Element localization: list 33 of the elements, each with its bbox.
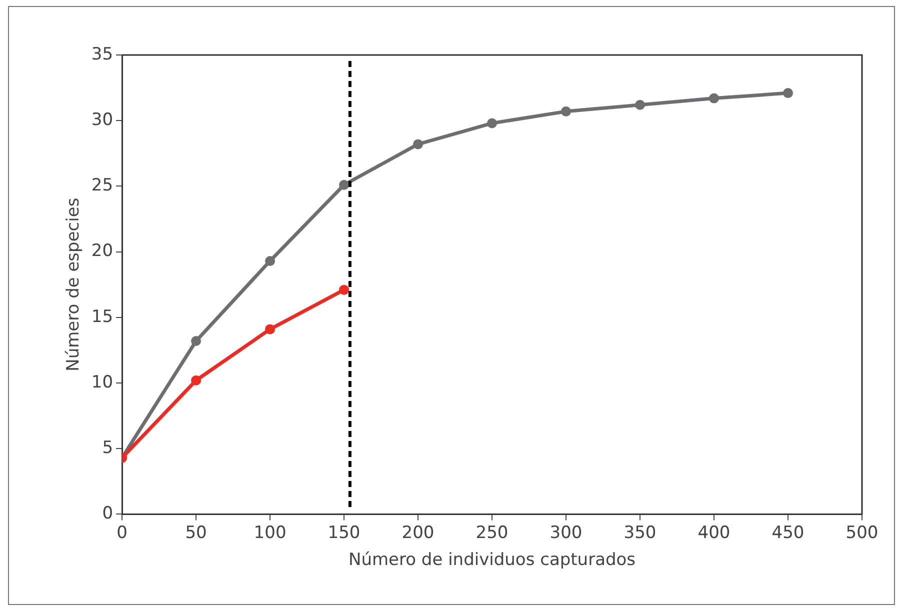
y-tick-label: 10 bbox=[91, 372, 114, 392]
x-tick-label: 250 bbox=[476, 522, 508, 543]
y-axis-title: Número de especies bbox=[64, 198, 84, 372]
x-tick-label: 50 bbox=[185, 522, 207, 543]
point bbox=[339, 284, 350, 295]
y-tick-label: 25 bbox=[91, 176, 114, 196]
point bbox=[191, 336, 202, 346]
y-tick-label: 0 bbox=[102, 504, 114, 524]
point bbox=[191, 375, 202, 386]
x-tick-label: 450 bbox=[772, 522, 804, 543]
x-tick-label: 500 bbox=[846, 522, 878, 543]
x-tick-label: 200 bbox=[402, 522, 434, 543]
x-tick-label: 350 bbox=[624, 522, 656, 543]
x-tick-label: 0 bbox=[116, 522, 128, 543]
y-tick-label: 20 bbox=[91, 241, 114, 262]
y-tick-label: 30 bbox=[91, 110, 114, 130]
point bbox=[635, 100, 646, 110]
point bbox=[413, 139, 424, 150]
point bbox=[339, 180, 350, 190]
point bbox=[709, 93, 720, 104]
x-axis-title: Número de individuos capturados bbox=[348, 550, 636, 570]
y-tick-label: 5 bbox=[102, 438, 114, 458]
point bbox=[561, 106, 572, 116]
x-tick-label: 100 bbox=[254, 522, 286, 543]
x-tick-label: 150 bbox=[328, 522, 360, 543]
x-tick-label: 300 bbox=[550, 522, 582, 543]
x-tick-label: 400 bbox=[698, 522, 730, 543]
y-tick-label: 35 bbox=[91, 44, 114, 64]
y-tick-label: 15 bbox=[91, 306, 114, 327]
point bbox=[265, 324, 276, 334]
point bbox=[487, 118, 498, 128]
point bbox=[783, 88, 794, 98]
point bbox=[265, 256, 276, 266]
